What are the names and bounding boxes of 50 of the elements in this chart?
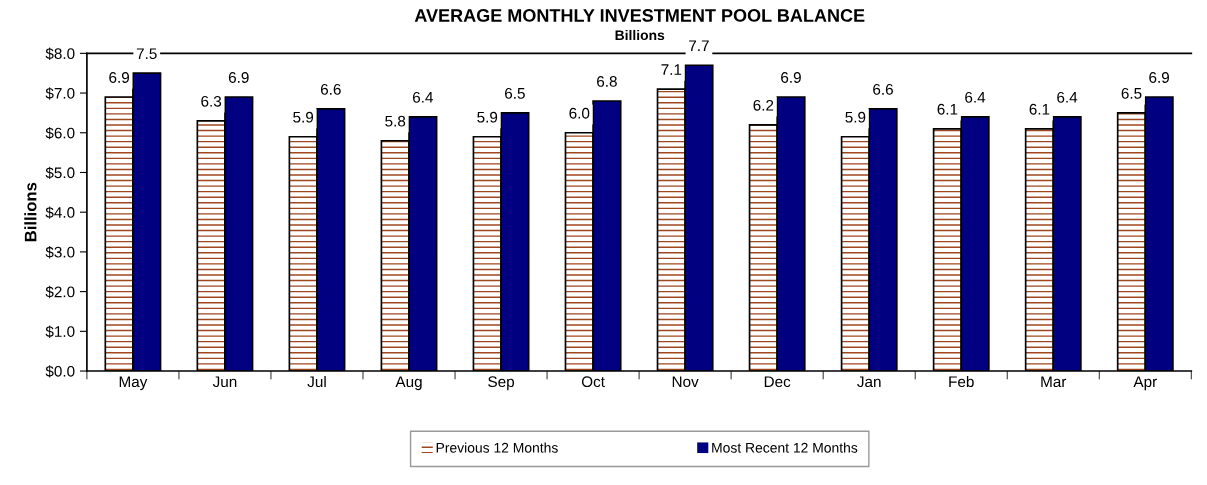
x-tick-label: May — [119, 376, 148, 391]
data-label: 6.3 — [201, 95, 222, 107]
x-tick-label: Nov — [672, 376, 699, 388]
data-label: 6.9 — [109, 72, 130, 83]
x-tick-label: Aug — [395, 376, 422, 391]
data-label: 6.1 — [1029, 103, 1050, 115]
data-label: 5.9 — [477, 111, 498, 123]
y-tick-label: $3.0 — [45, 246, 75, 259]
data-label: 7.7 — [689, 40, 709, 51]
y-axis-title: Billions — [24, 182, 37, 242]
data-label: 6.6 — [320, 83, 341, 95]
y-tick-label: $4.0 — [45, 206, 75, 219]
data-label: 6.4 — [412, 91, 433, 103]
data-label: 5.9 — [293, 111, 314, 123]
data-label: 7.5 — [136, 48, 157, 60]
data-label: 6.2 — [753, 99, 774, 111]
chart-title: AVERAGE MONTHLY INVESTMENT POOL BALANCE — [414, 9, 865, 22]
data-label: 6.9 — [781, 72, 801, 83]
data-label: 6.1 — [937, 103, 958, 115]
y-tick-label: $5.0 — [45, 166, 75, 180]
x-tick-label: Jan — [857, 376, 881, 388]
x-tick-label: Jul — [307, 375, 326, 388]
x-tick-label: Oct — [581, 376, 605, 388]
y-tick-label: $6.0 — [45, 126, 75, 140]
y-tick-label: $2.0 — [45, 285, 75, 299]
y-tick-label: $8.0 — [45, 47, 75, 60]
legend-label: Most Recent 12 Months — [712, 442, 858, 453]
x-tick-label: Feb — [949, 375, 974, 388]
legend-label: Previous 12 Months — [436, 442, 558, 453]
y-tick-label: $1.0 — [45, 325, 75, 338]
x-tick-label: Jun — [212, 376, 237, 388]
x-tick-label: Sep — [488, 376, 515, 391]
data-label: 6.4 — [965, 91, 986, 103]
data-label: 6.9 — [228, 72, 249, 83]
data-label: 6.5 — [1121, 87, 1142, 99]
y-tick-label: $7.0 — [45, 87, 75, 100]
data-label: 5.9 — [845, 111, 866, 123]
x-tick-label: Mar — [1041, 376, 1067, 388]
data-label: 7.1 — [661, 64, 682, 75]
data-label: 5.8 — [385, 115, 406, 127]
chart-subtitle: Billions — [615, 29, 665, 41]
data-label: 6.4 — [1057, 91, 1078, 103]
data-label: 6.5 — [505, 87, 525, 99]
x-tick-label: Dec — [764, 376, 791, 388]
data-label: 6.6 — [873, 83, 893, 95]
data-label: 6.0 — [569, 107, 590, 119]
y-tick-label: $0.0 — [45, 365, 75, 378]
data-label: 6.8 — [597, 76, 617, 87]
data-label: 6.9 — [1149, 72, 1169, 83]
x-tick-label: Apr — [1133, 376, 1157, 391]
